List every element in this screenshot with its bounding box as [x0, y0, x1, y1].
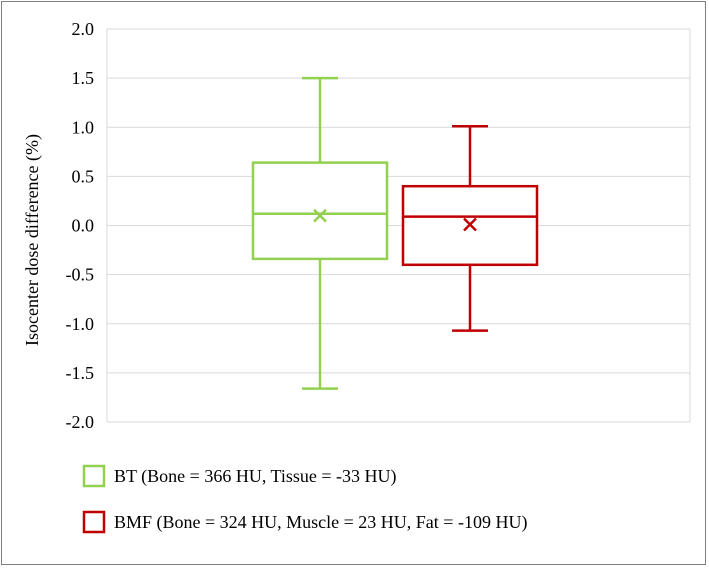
y-tick-label: 1.0 — [72, 117, 95, 137]
iqr-box — [401, 184, 539, 267]
y-tick-label: -1.5 — [66, 363, 95, 383]
y-tick-label: 1.5 — [72, 68, 95, 88]
y-tick-label: 0.5 — [72, 166, 95, 186]
y-axis-tick-labels: 2.0 1.5 1.0 0.5 0.0 -0.5 -1.0 -1.5 -2.0 — [66, 19, 95, 432]
mean-marker — [313, 208, 327, 223]
gridlines — [106, 28, 691, 423]
y-tick-label: -2.0 — [66, 412, 95, 432]
box-bmf — [401, 125, 539, 332]
legend-entry: BT (Bone = 366 HU, Tissue = -33 HU) — [82, 464, 397, 488]
legend-swatch — [82, 464, 106, 488]
iqr-box — [251, 161, 389, 261]
box-series — [251, 76, 539, 390]
y-axis-label: Isocenter dose difference (%) — [22, 134, 43, 346]
legend-label: BT (Bone = 366 HU, Tissue = -33 HU) — [114, 466, 397, 487]
legend: BT (Bone = 366 HU, Tissue = -33 HU) BMF (… — [82, 464, 527, 534]
y-tick-label: -0.5 — [66, 265, 95, 285]
legend-swatch — [82, 510, 106, 534]
y-tick-label: 0.0 — [72, 216, 95, 236]
legend-label: BMF (Bone = 324 HU, Muscle = 23 HU, Fat … — [114, 512, 527, 533]
mean-marker — [463, 217, 477, 232]
y-tick-label: -1.0 — [66, 314, 95, 334]
y-tick-label: 2.0 — [72, 19, 95, 39]
box-bt — [251, 76, 389, 390]
legend-entry: BMF (Bone = 324 HU, Muscle = 23 HU, Fat … — [82, 510, 527, 534]
